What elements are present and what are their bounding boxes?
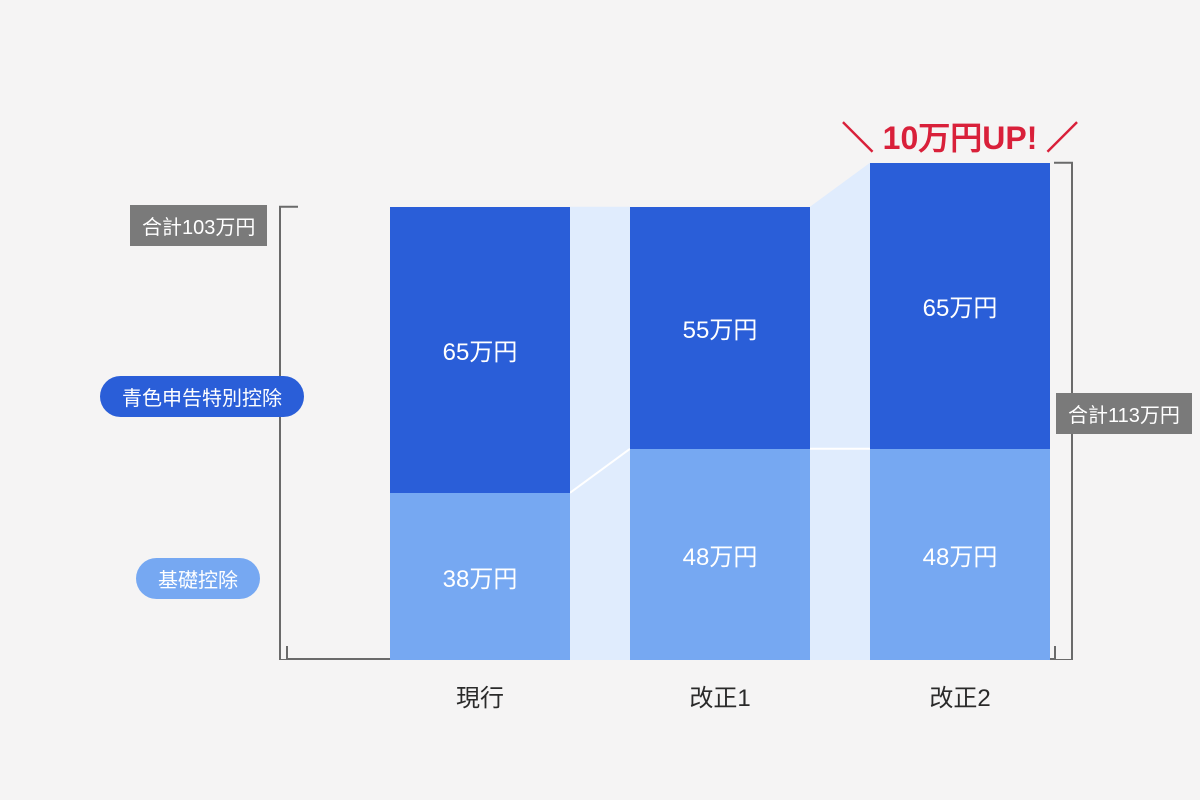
y-axis-tick-left bbox=[286, 646, 288, 660]
bar-reform1-blue-label: 55万円 bbox=[683, 310, 758, 345]
bar-reform1: 48万円 55万円 bbox=[630, 207, 810, 660]
bar-reform1-base-label: 48万円 bbox=[683, 537, 758, 572]
bar-reform1-blue-seg: 55万円 bbox=[630, 207, 810, 449]
total-badge-right: 合計113万円 bbox=[1056, 393, 1192, 434]
bar-current-blue-label: 65万円 bbox=[443, 332, 518, 367]
chart-area: 38万円 65万円 48万円 55万円 48万円 65万円 現行 改正1 改正2 bbox=[300, 100, 1040, 660]
legend-base-label: 基礎控除 bbox=[158, 570, 238, 592]
total-left-text: 合計103万円 bbox=[142, 217, 255, 239]
legend-base-deduction: 基礎控除 bbox=[136, 558, 260, 599]
bar-reform2-blue-seg: 65万円 bbox=[870, 163, 1050, 449]
legend-blue-label: 青色申告特別控除 bbox=[122, 388, 282, 410]
legend-blue-deduction: 青色申告特別控除 bbox=[100, 376, 304, 417]
total-badge-left: 合計103万円 bbox=[130, 205, 267, 246]
bar-current-base-seg: 38万円 bbox=[390, 493, 570, 660]
bar-reform2: 48万円 65万円 bbox=[870, 163, 1050, 660]
x-label-current: 現行 bbox=[456, 678, 504, 713]
callout-10man-up: ＼ 10万円UP! ／ bbox=[842, 113, 1079, 159]
x-label-reform2: 改正2 bbox=[929, 678, 990, 713]
bar-reform2-base-seg: 48万円 bbox=[870, 449, 1050, 660]
bar-current-blue-seg: 65万円 bbox=[390, 207, 570, 493]
bar-current-base-label: 38万円 bbox=[443, 559, 518, 594]
x-label-reform1: 改正1 bbox=[689, 678, 750, 713]
bar-reform2-base-label: 48万円 bbox=[923, 537, 998, 572]
bar-current: 38万円 65万円 bbox=[390, 207, 570, 660]
bracket-right bbox=[1052, 100, 1074, 660]
bar-reform1-base-seg: 48万円 bbox=[630, 449, 810, 660]
total-right-text: 合計113万円 bbox=[1068, 405, 1180, 427]
y-axis-tick-right bbox=[1054, 646, 1056, 660]
bar-reform2-blue-label: 65万円 bbox=[923, 288, 998, 323]
callout-text: ＼ 10万円UP! ／ bbox=[842, 120, 1079, 156]
